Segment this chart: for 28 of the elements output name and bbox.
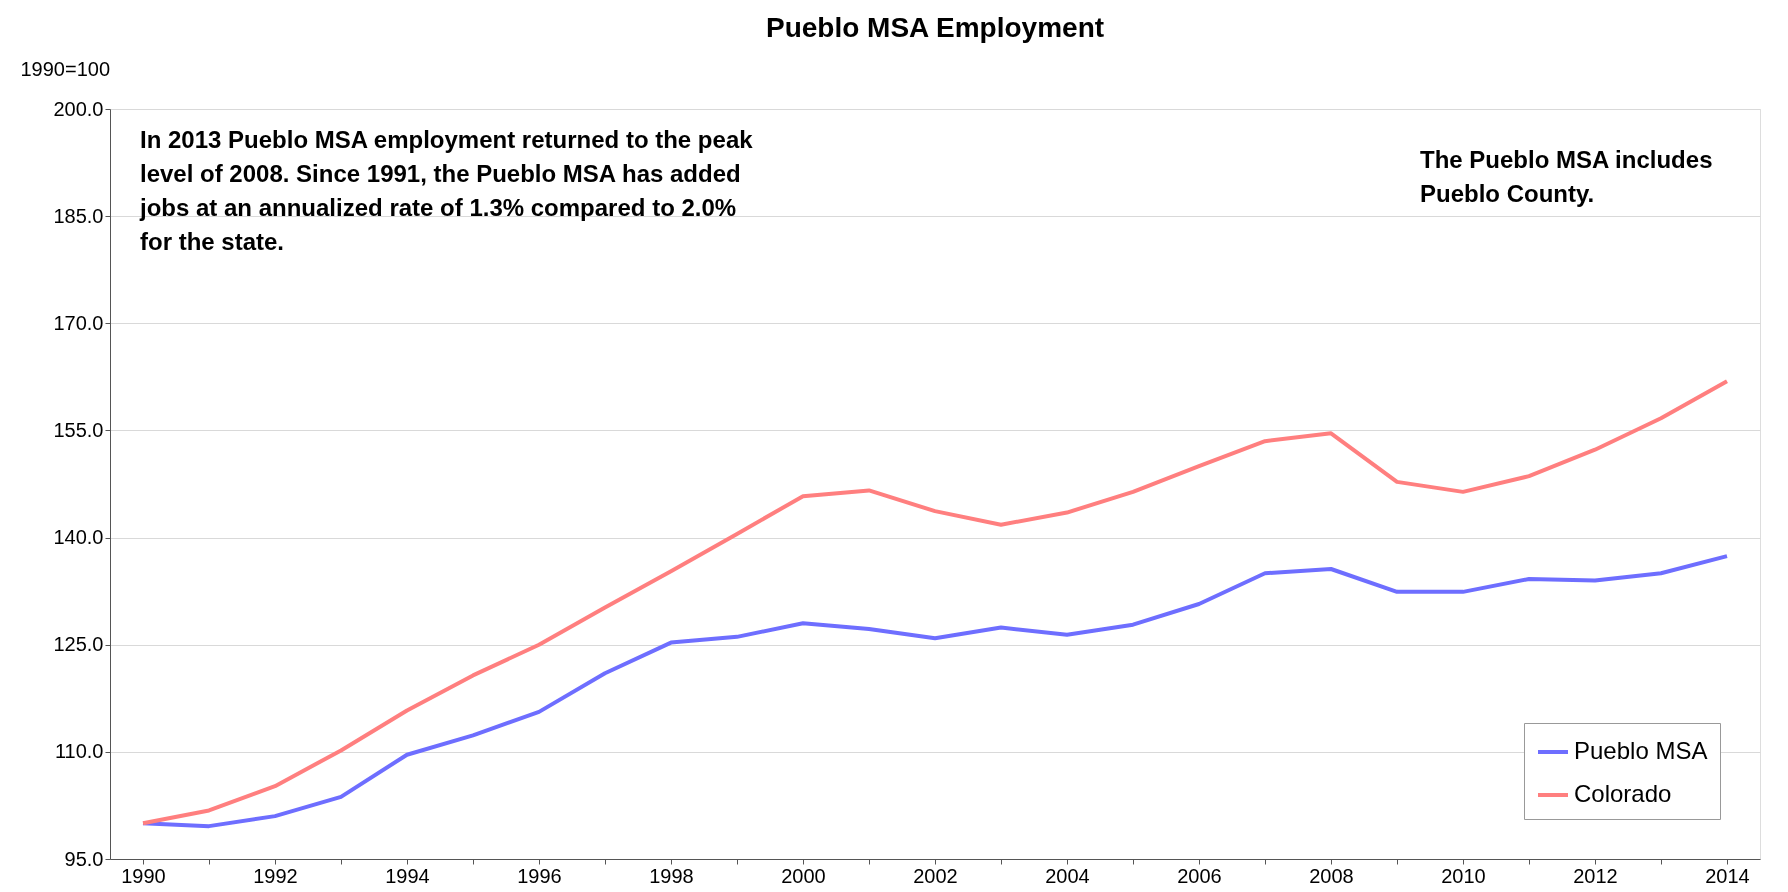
annotation: The Pueblo MSA includes Pueblo County.	[1420, 146, 1713, 207]
x-tick-label: 1998	[649, 864, 694, 887]
x-tick-label: 2010	[1441, 864, 1486, 887]
line-series	[141, 379, 1729, 826]
legend-label: Colorado	[1574, 780, 1672, 807]
x-tick-label: 1992	[253, 864, 298, 887]
x-tick-label: 1994	[385, 864, 430, 887]
x-tick-label: 2004	[1045, 864, 1090, 887]
x-tick-label: 1996	[517, 864, 562, 887]
x-tick-label: 1990	[121, 864, 166, 887]
y-tick-label: 200.0	[53, 97, 104, 120]
y-tick-label: 185.0	[53, 204, 104, 227]
x-tick-label: 2012	[1573, 864, 1618, 887]
x-tick-label: 2008	[1309, 864, 1354, 887]
y-tick-label: 140.0	[53, 526, 104, 549]
x-tick-label: 2006	[1177, 864, 1222, 887]
y-tick-label: 95.0	[64, 847, 104, 870]
legend-label: Pueblo MSA	[1574, 737, 1708, 764]
y-tick-label: 110.0	[54, 740, 104, 763]
y-tick-label: 170.0	[53, 311, 104, 334]
annotation: In 2013 Pueblo MSA employment returned to the peak level of 2008. Since 1991, the Pueblo MSA has added jobs at an annualized rate of 1.3% compared to 2.0% for the state.	[139, 126, 754, 255]
chart-title: Pueblo MSA Employment	[765, 12, 1105, 43]
y-axis-title: 1990=100	[20, 57, 111, 80]
x-tick-label: 2014	[1705, 864, 1750, 887]
y-tick-label: 125.0	[53, 633, 104, 656]
y-tick-label: 155.0	[53, 418, 104, 441]
x-tick-label: 2002	[913, 864, 958, 887]
x-tick-label: 2000	[781, 864, 826, 887]
